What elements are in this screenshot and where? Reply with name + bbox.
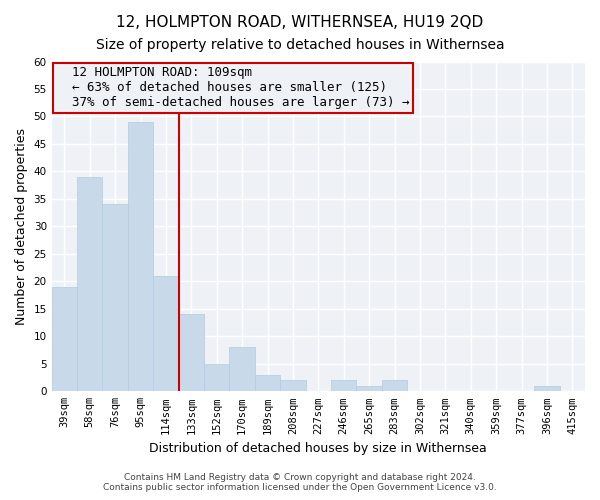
Bar	[280, 380, 305, 392]
Bar	[255, 375, 280, 392]
Bar	[534, 386, 560, 392]
Text: Contains HM Land Registry data © Crown copyright and database right 2024.
Contai: Contains HM Land Registry data © Crown c…	[103, 473, 497, 492]
Bar	[382, 380, 407, 392]
Bar	[179, 314, 204, 392]
Y-axis label: Number of detached properties: Number of detached properties	[15, 128, 28, 325]
Bar	[204, 364, 229, 392]
Bar	[331, 380, 356, 392]
Bar	[52, 287, 77, 392]
Text: Size of property relative to detached houses in Withernsea: Size of property relative to detached ho…	[95, 38, 505, 52]
Bar	[153, 276, 179, 392]
Text: 12, HOLMPTON ROAD, WITHERNSEA, HU19 2QD: 12, HOLMPTON ROAD, WITHERNSEA, HU19 2QD	[116, 15, 484, 30]
Bar	[103, 204, 128, 392]
Bar	[77, 177, 103, 392]
Bar	[128, 122, 153, 392]
Bar	[229, 348, 255, 392]
Text: 12 HOLMPTON ROAD: 109sqm
  ← 63% of detached houses are smaller (125)
  37% of s: 12 HOLMPTON ROAD: 109sqm ← 63% of detach…	[57, 66, 409, 110]
X-axis label: Distribution of detached houses by size in Withernsea: Distribution of detached houses by size …	[149, 442, 487, 455]
Bar	[356, 386, 382, 392]
